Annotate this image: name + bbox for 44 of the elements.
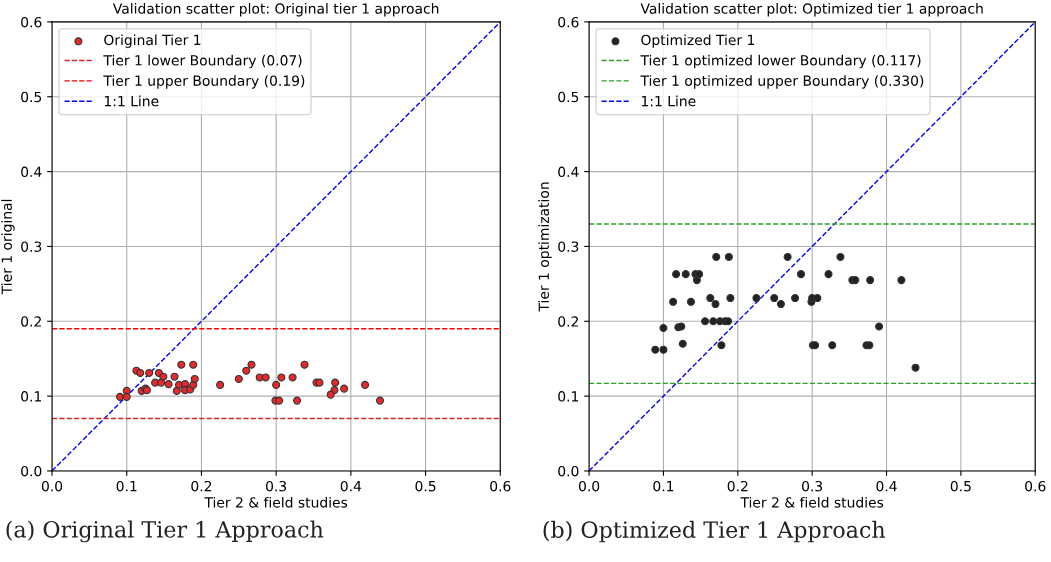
y-tick-label: 0.5 [558,91,579,103]
y-tick-label: 0.1 [21,391,42,402]
legend-label: Optimized Tier 1 [641,34,755,48]
legend-label: 1:1 Line [104,95,159,107]
x-tick-label: 0.3 [802,480,823,492]
x-axis-title: Tier 2 & field studies [740,496,884,508]
x-tick-label: 0.0 [578,480,600,492]
x-tick-label: 0.5 [415,480,436,492]
y-tick-label: 0.0 [558,465,579,477]
y-tick-label: 0.3 [558,241,579,252]
chart-title: Validation scatter plot: Original tier 1 approach [112,3,439,17]
legend-label: 1:1 Line [642,95,696,107]
x-tick-label: 0.2 [727,480,748,492]
text: (b) Optimized Tier 1 Approach [543,520,886,543]
y-tick-label: 0.6 [21,16,42,28]
y-tick-label: 0.2 [558,316,578,327]
y-tick-label: 0.4 [558,166,579,178]
x-tick-label: 0.2 [191,480,212,492]
x-tick-label: 0.6 [490,480,511,492]
x-tick-label: 0.0 [41,480,63,492]
y-tick-label: 0.0 [21,465,42,477]
x-tick-label: 0.1 [653,480,674,492]
y-tick-label: 0.3 [21,241,42,252]
y-axis-title: Tier 1 original [1,199,15,295]
y-tick-label: 0.4 [21,166,42,178]
x-tick-label: 0.6 [1025,480,1046,492]
text: (a) Original Tier 1 Approach [6,520,324,543]
y-tick-label: 0.6 [558,16,579,28]
x-tick-label: 0.3 [266,480,287,492]
y-tick-label: 0.2 [21,316,41,327]
legend-label: Tier 1 optimized lower Boundary (0.117) [640,54,921,69]
legend-label: Tier 1 upper Boundary (0.19) [103,75,305,89]
legend-label: Tier 1 optimized upper Boundary (0.330) [640,75,924,89]
x-tick-label: 0.4 [340,480,362,492]
x-axis-title: Tier 2 & field studies [204,496,348,508]
legend-label: Original Tier 1 [104,34,201,48]
legend-label: Tier 1 lower Boundary (0.07) [103,54,302,69]
y-axis-title: Tier 1 optimization [538,182,552,312]
x-tick-label: 0.1 [116,480,137,492]
x-tick-label: 0.4 [876,480,897,492]
chart-title: Validation scatter plot: Optimized tier 1 approach [640,3,983,17]
y-tick-label: 0.5 [21,91,42,103]
y-tick-label: 0.1 [558,391,579,402]
x-tick-label: 0.5 [950,480,971,492]
